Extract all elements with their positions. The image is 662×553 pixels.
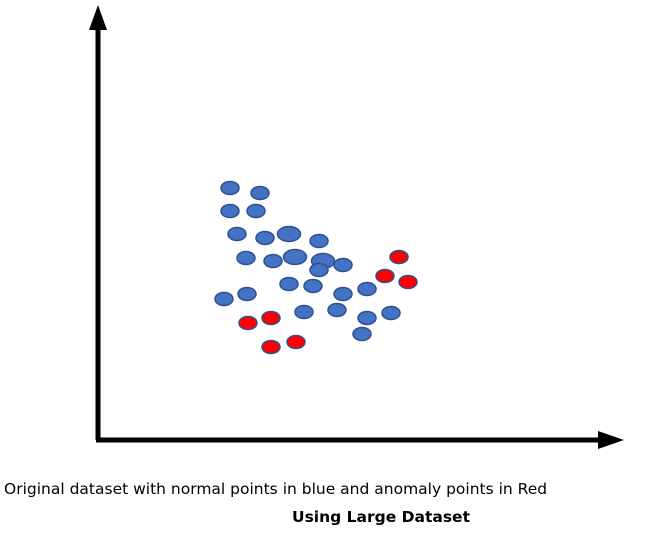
y-axis-arrowhead [89,5,107,30]
scatter-plot [89,5,624,449]
figure-subcaption: Using Large Dataset [0,508,662,526]
anomaly-point-4 [238,315,258,331]
normal-point-11 [282,248,308,266]
figure-subcaption-text: Using Large Dataset [292,508,470,526]
normal-point-4 [246,203,266,219]
normal-point-6 [255,230,275,246]
normal-point-15 [279,276,299,292]
normal-point-25 [352,326,372,342]
figure-caption: Original dataset with normal points in b… [4,480,548,498]
normal-point-14 [309,262,329,278]
normal-point-16 [303,278,323,294]
points-layer [214,180,418,355]
normal-point-5 [227,226,247,242]
normal-point-9 [236,250,256,266]
normal-point-8 [309,233,329,249]
normal-point-7 [276,225,302,243]
anomaly-point-3 [398,274,418,290]
x-axis-arrowhead [598,431,624,449]
normal-point-24 [381,305,401,321]
normal-point-13 [333,257,353,273]
normal-point-10 [263,253,283,269]
anomaly-point-6 [261,339,281,355]
normal-point-23 [357,310,377,326]
normal-point-3 [220,203,240,219]
normal-point-2 [250,185,270,201]
normal-point-17 [237,286,257,302]
anomaly-point-7 [286,334,306,350]
anomaly-point-5 [261,310,281,326]
normal-point-18 [214,291,234,307]
anomaly-point-2 [375,268,395,284]
normal-point-1 [220,180,240,196]
axes [89,5,624,449]
normal-point-19 [333,286,353,302]
anomaly-point-1 [389,249,409,265]
normal-point-20 [357,281,377,297]
normal-point-22 [327,302,347,318]
normal-point-21 [294,304,314,320]
